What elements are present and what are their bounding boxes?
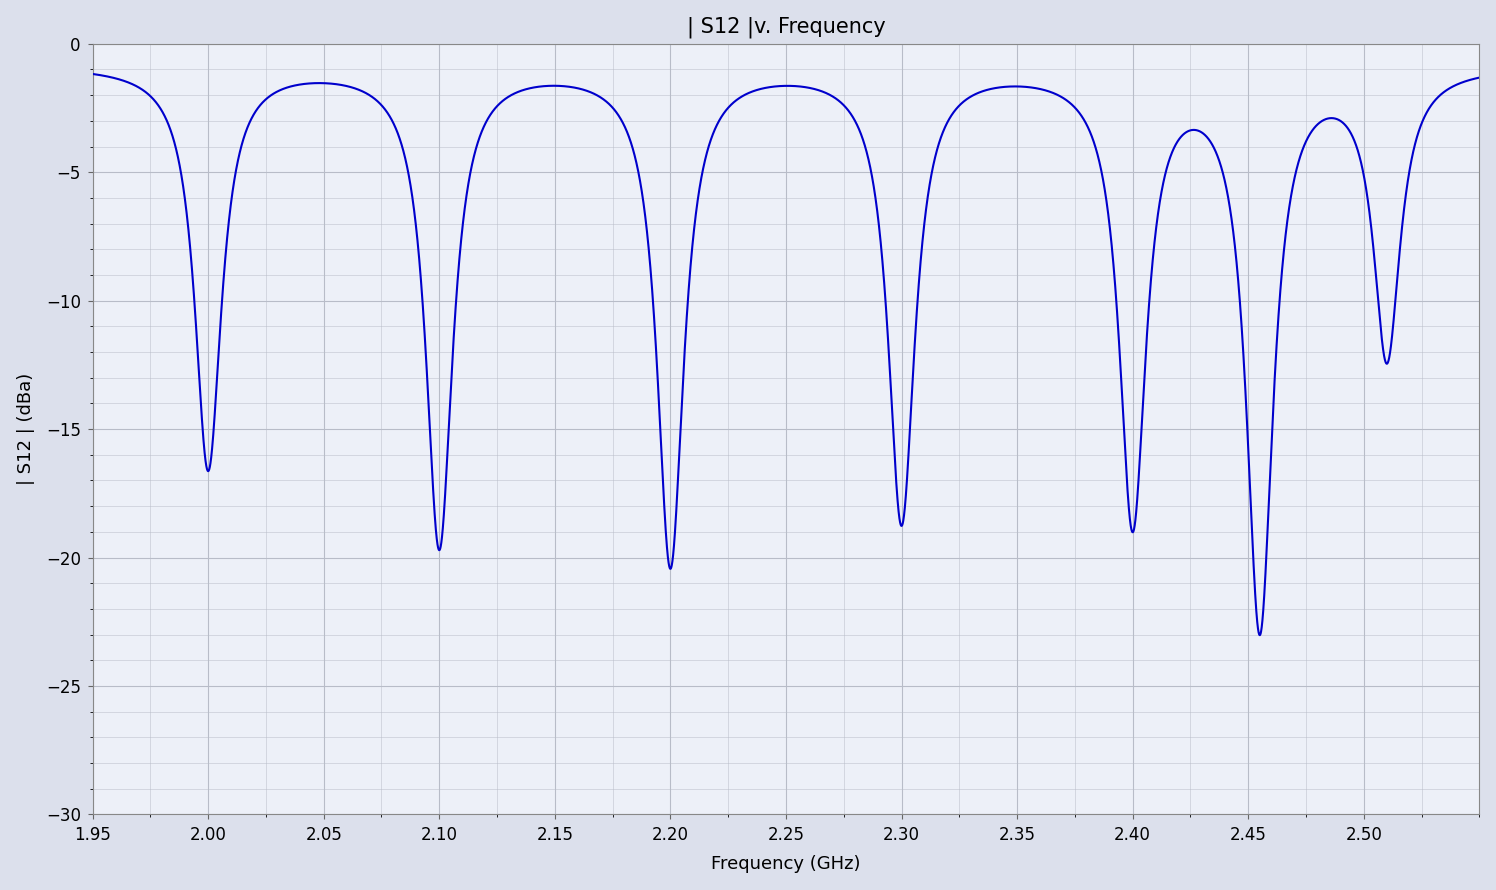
Y-axis label: | S12 | (dBa): | S12 | (dBa) — [16, 373, 34, 485]
Title: | S12 |v. Frequency: | S12 |v. Frequency — [687, 17, 886, 38]
X-axis label: Frequency (GHz): Frequency (GHz) — [711, 855, 860, 873]
